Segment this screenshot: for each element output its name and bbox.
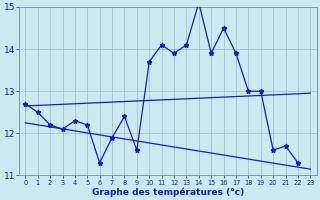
X-axis label: Graphe des températures (°c): Graphe des températures (°c) [92, 187, 244, 197]
